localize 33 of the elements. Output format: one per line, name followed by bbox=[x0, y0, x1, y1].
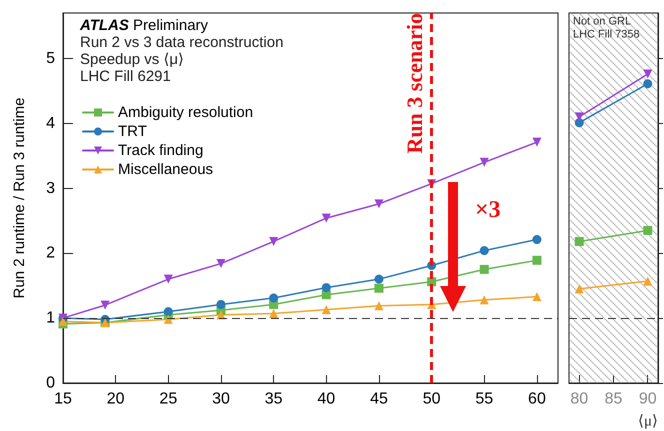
annotation: Speedup vs ⟨μ⟩ bbox=[80, 51, 184, 68]
x-tick-label: 20 bbox=[106, 390, 125, 408]
legend-label: TRT bbox=[118, 123, 147, 140]
x-tick-label: 45 bbox=[370, 390, 388, 408]
y-tick-label: 5 bbox=[46, 50, 56, 67]
y-tick-label: 3 bbox=[46, 180, 56, 197]
annotation: LHC Fill 6291 bbox=[80, 68, 171, 85]
x-tick-label: 35 bbox=[264, 390, 283, 408]
legend-label: Miscellaneous bbox=[118, 161, 214, 178]
x-tick-label: 85 bbox=[604, 390, 622, 408]
y-tick-label: 1 bbox=[46, 310, 56, 327]
y-axis-title: Run 2 runtime / Run 3 runtime bbox=[11, 98, 28, 298]
annotation: Run 2 vs 3 data reconstruction bbox=[80, 34, 284, 51]
x-tick-label: 90 bbox=[638, 390, 657, 408]
legend-label: Track finding bbox=[118, 142, 204, 159]
legend-label: Ambiguity resolution bbox=[118, 104, 254, 121]
annotation: Not on GRL bbox=[573, 16, 632, 28]
x-tick-label: 55 bbox=[475, 390, 494, 408]
x-tick-label: 30 bbox=[212, 390, 230, 408]
x-tick-label: 40 bbox=[317, 390, 336, 408]
annotation: LHC Fill 7358 bbox=[573, 28, 640, 40]
x-tick-label: 50 bbox=[422, 390, 441, 408]
x-axis-title: ⟨μ⟩ bbox=[638, 414, 658, 430]
annotation: ATLAS Preliminary bbox=[79, 17, 209, 34]
y-tick-label: 0 bbox=[46, 374, 56, 392]
ref-line-label: Run 3 scenario bbox=[402, 13, 428, 154]
x-tick-label: 25 bbox=[159, 390, 178, 408]
y-tick-label: 4 bbox=[46, 114, 56, 132]
x-tick-label: 80 bbox=[570, 390, 588, 408]
y-tick-label: 2 bbox=[46, 244, 56, 262]
x-tick-label: 60 bbox=[528, 390, 546, 408]
x-tick-label: 15 bbox=[54, 390, 72, 408]
annotation: ×3 bbox=[475, 197, 501, 223]
